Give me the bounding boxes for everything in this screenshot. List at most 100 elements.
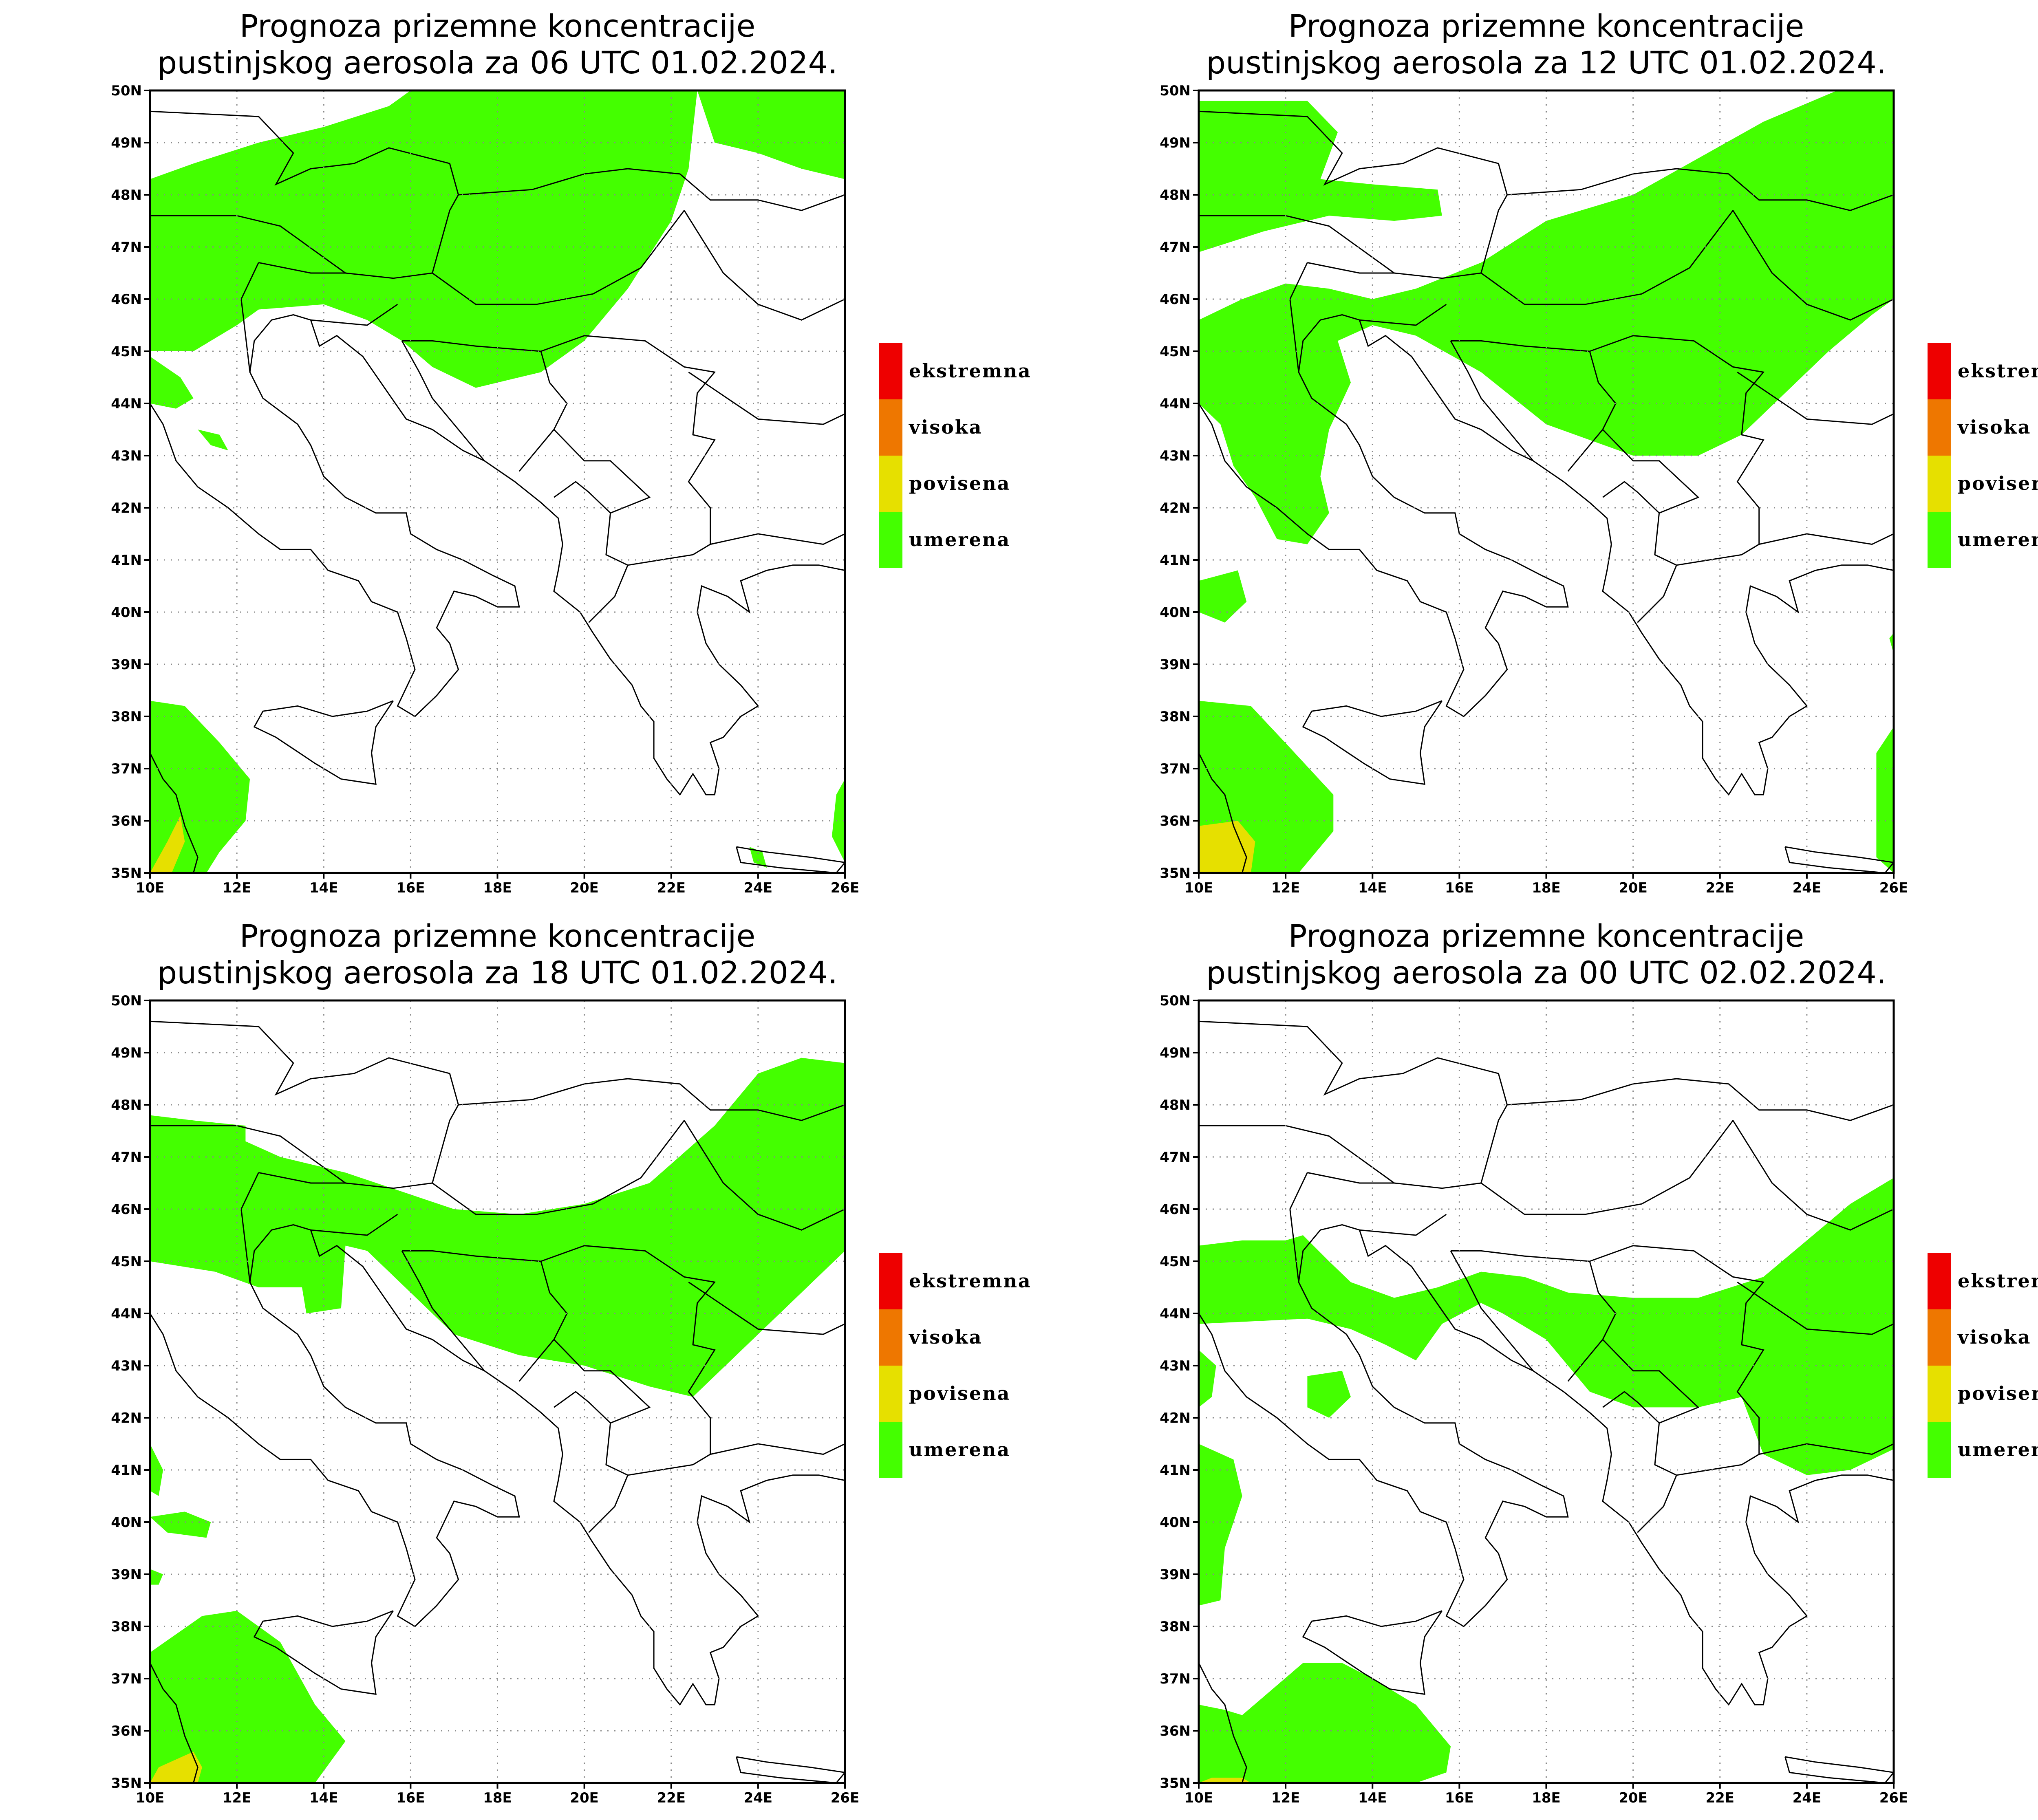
aerosol-area-umerena — [1876, 727, 1894, 873]
coastline — [688, 371, 845, 425]
legend-swatch-povisena — [879, 1366, 902, 1422]
lon-label: 22E — [657, 880, 686, 896]
lat-label: 44N — [111, 1306, 142, 1322]
lon-label: 10E — [1184, 1790, 1213, 1806]
coastline — [258, 262, 346, 274]
coastline — [1737, 1281, 1894, 1335]
legend-swatch-umerena — [879, 512, 902, 568]
lat-label: 50N — [1160, 993, 1191, 1009]
coastline — [588, 1475, 629, 1533]
coastline — [684, 210, 845, 362]
lat-label: 44N — [1160, 396, 1191, 412]
lat-label: 35N — [111, 865, 142, 881]
coastline — [1199, 1224, 1894, 1706]
lon-label: 22E — [657, 1790, 686, 1806]
legend-label-visoka: visoka — [909, 416, 982, 438]
lat-label: 35N — [111, 1775, 142, 1791]
lat-label: 42N — [111, 1410, 142, 1426]
lat-label: 43N — [111, 1358, 142, 1374]
lat-label: 38N — [111, 709, 142, 725]
lat-label: 36N — [111, 813, 142, 829]
lat-label: 43N — [111, 448, 142, 464]
legend-label-ekstremna: ekstremna — [1958, 1270, 2038, 1292]
lon-label: 26E — [831, 880, 860, 896]
lat-label: 41N — [1160, 552, 1191, 568]
lat-label: 35N — [1160, 1775, 1191, 1791]
lon-label: 18E — [483, 880, 512, 896]
legend-label-umerena: umerena — [909, 1439, 1010, 1461]
aerosol-area-umerena — [150, 1569, 163, 1585]
lat-label: 39N — [1160, 1567, 1191, 1583]
aerosol-area-umerena — [150, 1611, 346, 1783]
aerosol-area-umerena — [1199, 1350, 1216, 1408]
coastline — [1199, 1662, 1247, 1783]
lat-label: 42N — [111, 500, 142, 516]
aerosol-area-umerena — [1199, 1663, 1451, 1783]
legend-swatch-povisena — [1928, 1366, 1951, 1422]
coastline — [554, 1391, 611, 1423]
lat-label: 39N — [111, 657, 142, 673]
aerosol-area-povisena — [1199, 821, 1255, 873]
lat-label: 38N — [1160, 1619, 1191, 1635]
coastline — [1199, 752, 1247, 873]
coastline — [1450, 1250, 1534, 1371]
legend-label-umerena: umerena — [1958, 1439, 2038, 1461]
lat-label: 39N — [111, 1567, 142, 1583]
lon-label: 14E — [1358, 1790, 1387, 1806]
coastline — [401, 1250, 485, 1371]
legend: ekstremna visoka povisena umerena — [1928, 343, 2038, 568]
aerosol-area-umerena — [1889, 633, 1894, 654]
lat-label: 37N — [111, 1671, 142, 1687]
panel-title-line1: Prognoza prizemne koncentracije — [1288, 918, 1804, 954]
coastline — [1602, 429, 1894, 566]
coastline — [553, 1339, 845, 1476]
coastline — [1302, 700, 1443, 785]
legend-label-visoka: visoka — [1957, 416, 2031, 438]
lon-label: 12E — [1271, 1790, 1300, 1806]
coastline — [253, 1610, 394, 1695]
panel-title-line1: Prognoza prizemne koncentracije — [1288, 8, 1804, 44]
coastline — [1307, 262, 1394, 274]
lon-label: 14E — [1358, 880, 1387, 896]
lat-label: 46N — [1160, 1201, 1191, 1218]
lat-label: 43N — [1160, 448, 1191, 464]
coastlines-and-borders — [150, 110, 845, 873]
coastline — [1784, 1756, 1894, 1783]
lat-label: 49N — [1160, 1045, 1191, 1061]
legend-label-ekstremna: ekstremna — [909, 1270, 1032, 1292]
coastline — [1359, 1214, 1447, 1236]
legend-label-povisena: povisena — [909, 472, 1010, 494]
lat-label: 49N — [1160, 135, 1191, 151]
aerosol-area-povisena — [150, 815, 185, 873]
coastline — [688, 1281, 845, 1335]
coastline — [1637, 1475, 1677, 1533]
lat-label: 45N — [1160, 344, 1191, 360]
aerosol-area-umerena — [150, 1444, 163, 1496]
panel-title-line2: pustinjskog aerosola za 18 UTC 01.02.202… — [157, 954, 838, 991]
legend-label-ekstremna: ekstremna — [909, 360, 1032, 382]
lat-label: 46N — [111, 1201, 142, 1218]
lat-label: 37N — [1160, 761, 1191, 777]
legend-swatch-visoka — [1928, 399, 1951, 456]
legend-swatch-povisena — [1928, 456, 1951, 512]
legend-label-umerena: umerena — [909, 529, 1010, 551]
legend-swatch-umerena — [1928, 512, 1951, 568]
map-panel-12utc: Prognoza prizemne koncentracije pustinjs… — [1160, 8, 2038, 896]
lon-label: 10E — [136, 880, 165, 896]
coastline — [1480, 194, 1508, 273]
lat-label: 45N — [111, 344, 142, 360]
lon-label: 12E — [223, 880, 251, 896]
lon-label: 20E — [1619, 880, 1648, 896]
axis-ticks: 50N 49N 48N 47N 46N 45N 44N 43N 42N 41N 40N 39N 38N 3… — [1160, 993, 1908, 1806]
lat-label: 50N — [111, 83, 142, 99]
lon-label: 24E — [1793, 880, 1822, 896]
coastline — [540, 335, 716, 544]
lat-label: 47N — [111, 239, 142, 256]
lon-label: 26E — [831, 1790, 860, 1806]
legend: ekstremna visoka povisena umerena — [879, 1253, 1032, 1478]
graticule — [150, 1000, 845, 1783]
lon-label: 24E — [1793, 1790, 1822, 1806]
panel-title-line2: pustinjskog aerosola za 12 UTC 01.02.202… — [1206, 44, 1886, 81]
lat-label: 47N — [1160, 1149, 1191, 1166]
